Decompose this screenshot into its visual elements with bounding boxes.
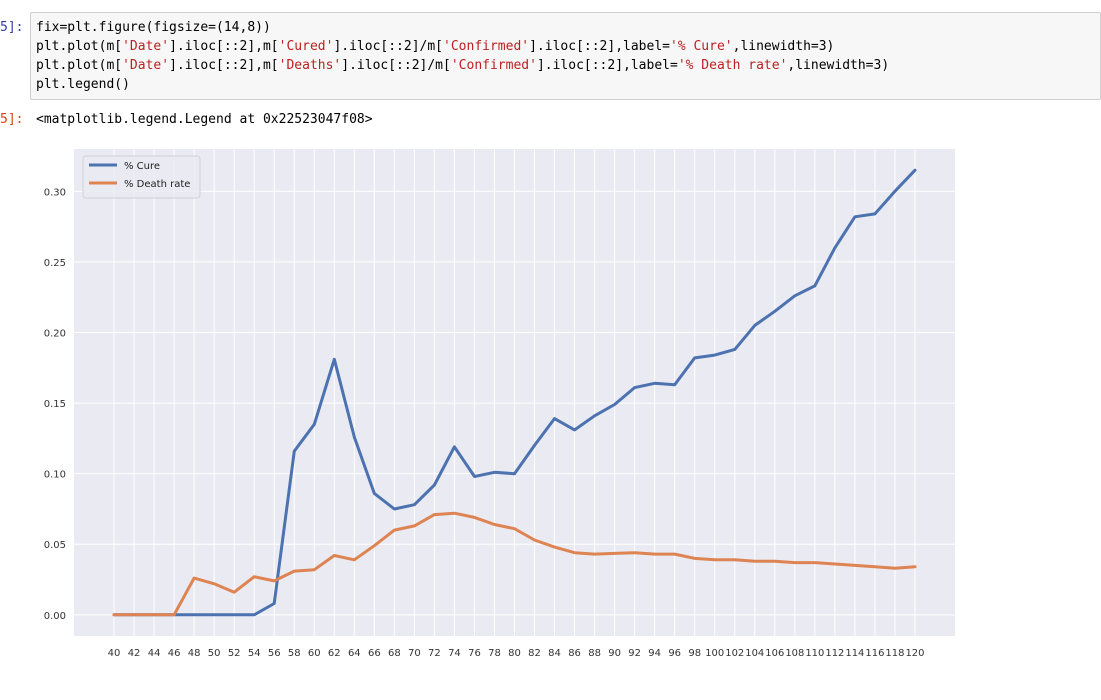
x-tick-label: 68 — [388, 648, 401, 659]
x-tick-label: 72 — [428, 648, 441, 659]
x-tick-label: 94 — [648, 648, 661, 659]
x-tick-label: 74 — [448, 648, 461, 659]
x-tick-label: 100 — [705, 648, 724, 659]
code-line: fix=plt.figure(figsize=(14,8)) — [36, 20, 271, 35]
y-tick-label: 0.00 — [44, 611, 66, 622]
x-tick-label: 60 — [308, 648, 321, 659]
x-tick-label: 76 — [468, 648, 481, 659]
x-tick-label: 66 — [368, 648, 381, 659]
x-tick-label: 116 — [865, 648, 884, 659]
x-tick-label: 104 — [745, 648, 764, 659]
x-tick-label: 112 — [825, 648, 844, 659]
input-prompt: 5]: — [0, 20, 24, 35]
series-line-0 — [112, 168, 917, 617]
x-tick-label: 102 — [725, 648, 744, 659]
code-line: plt.plot(m['Date'].iloc[::2],m['Cured'].… — [36, 39, 835, 54]
y-tick-label: 0.30 — [44, 187, 66, 198]
x-tick-label: 46 — [168, 648, 181, 659]
x-tick-label: 62 — [328, 648, 341, 659]
code-line: plt.plot(m['Date'].iloc[::2],m['Deaths']… — [36, 58, 890, 73]
x-tick-label: 98 — [688, 648, 701, 659]
x-tick-label: 84 — [548, 648, 561, 659]
y-tick-label: 0.20 — [44, 329, 66, 340]
x-tick-label: 92 — [628, 648, 641, 659]
x-tick-label: 114 — [845, 648, 864, 659]
x-tick-label: 106 — [765, 648, 784, 659]
y-tick-label: 0.05 — [44, 540, 66, 551]
x-tick-label: 96 — [668, 648, 681, 659]
x-tick-label: 80 — [508, 648, 521, 659]
x-tick-label: 54 — [248, 648, 261, 659]
output-prompt: 5]: — [0, 112, 24, 127]
x-tick-label: 58 — [288, 648, 301, 659]
output-text: <matplotlib.legend.Legend at 0x22523047f… — [36, 112, 373, 127]
line-chart: 0.00 0.05 0.10 0.15 0.20 0.25 0.30 40 42 44 46 48 50… — [44, 149, 955, 659]
series-line-1 — [112, 511, 917, 617]
legend-label: % Cure — [124, 161, 160, 172]
x-tick-label: 50 — [208, 648, 221, 659]
y-tick-label: 0.25 — [44, 258, 66, 269]
x-tick-label: 118 — [885, 648, 904, 659]
x-tick-label: 110 — [805, 648, 824, 659]
x-tick-label: 108 — [785, 648, 804, 659]
y-tick-label: 0.10 — [44, 470, 66, 481]
plot-output: 0.00 0.05 0.10 0.15 0.20 0.25 0.30 40 42 44 46 48 50… — [0, 134, 1101, 696]
x-tick-label: 88 — [588, 648, 601, 659]
x-tick-label: 70 — [408, 648, 421, 659]
y-tick-label: 0.15 — [44, 399, 66, 410]
legend-label: % Death rate — [124, 179, 190, 190]
x-tick-label: 120 — [905, 648, 924, 659]
code-input-area[interactable]: fix=plt.figure(figsize=(14,8)) plt.plot(m… — [30, 12, 1101, 100]
x-tick-label: 52 — [228, 648, 241, 659]
x-tick-label: 48 — [188, 648, 201, 659]
x-tick-label: 40 — [108, 648, 121, 659]
x-tick-label: 44 — [148, 648, 161, 659]
x-tick-label: 64 — [348, 648, 361, 659]
x-tick-label: 56 — [268, 648, 281, 659]
x-tick-label: 82 — [528, 648, 541, 659]
x-tick-label: 78 — [488, 648, 501, 659]
code-line: plt.legend() — [36, 77, 130, 92]
x-tick-label: 90 — [608, 648, 621, 659]
x-tick-label: 42 — [128, 648, 141, 659]
x-tick-label: 86 — [568, 648, 581, 659]
